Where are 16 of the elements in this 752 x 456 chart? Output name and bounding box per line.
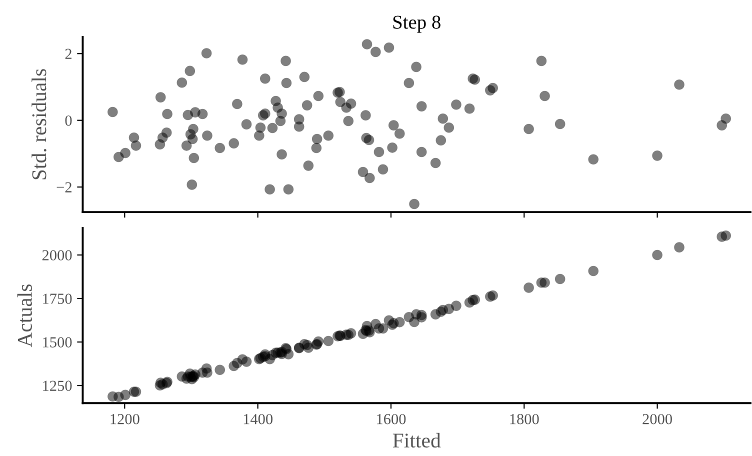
y-tick-label: 1250 [43, 380, 72, 391]
y-axis-title: Actuals [17, 284, 32, 348]
y-axis-title: Std. residuals [32, 69, 46, 180]
x-axis-title: Fitted [392, 432, 441, 448]
y-tick-label: 2000 [42, 250, 72, 260]
x-tick-label: 1400 [244, 414, 273, 424]
y-tick-label: 1750 [43, 294, 72, 304]
chart-title: Step 8 [393, 16, 440, 33]
x-tick-label: 2000 [642, 414, 672, 424]
y-tick-label: 0 [65, 115, 72, 126]
y-tick-label: 1500 [43, 337, 72, 348]
y-tick-label: −2 [56, 182, 72, 192]
x-tick-label: 1600 [377, 414, 406, 424]
y-tick-label: 2 [65, 48, 72, 59]
x-tick-label: 1200 [110, 414, 140, 424]
x-tick-label: 1800 [510, 414, 539, 424]
